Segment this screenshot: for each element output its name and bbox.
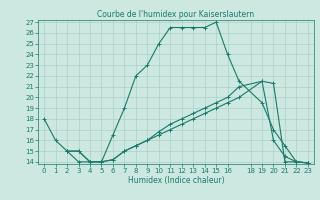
X-axis label: Humidex (Indice chaleur): Humidex (Indice chaleur) [128, 176, 224, 185]
Title: Courbe de l'humidex pour Kaiserslautern: Courbe de l'humidex pour Kaiserslautern [97, 10, 255, 19]
